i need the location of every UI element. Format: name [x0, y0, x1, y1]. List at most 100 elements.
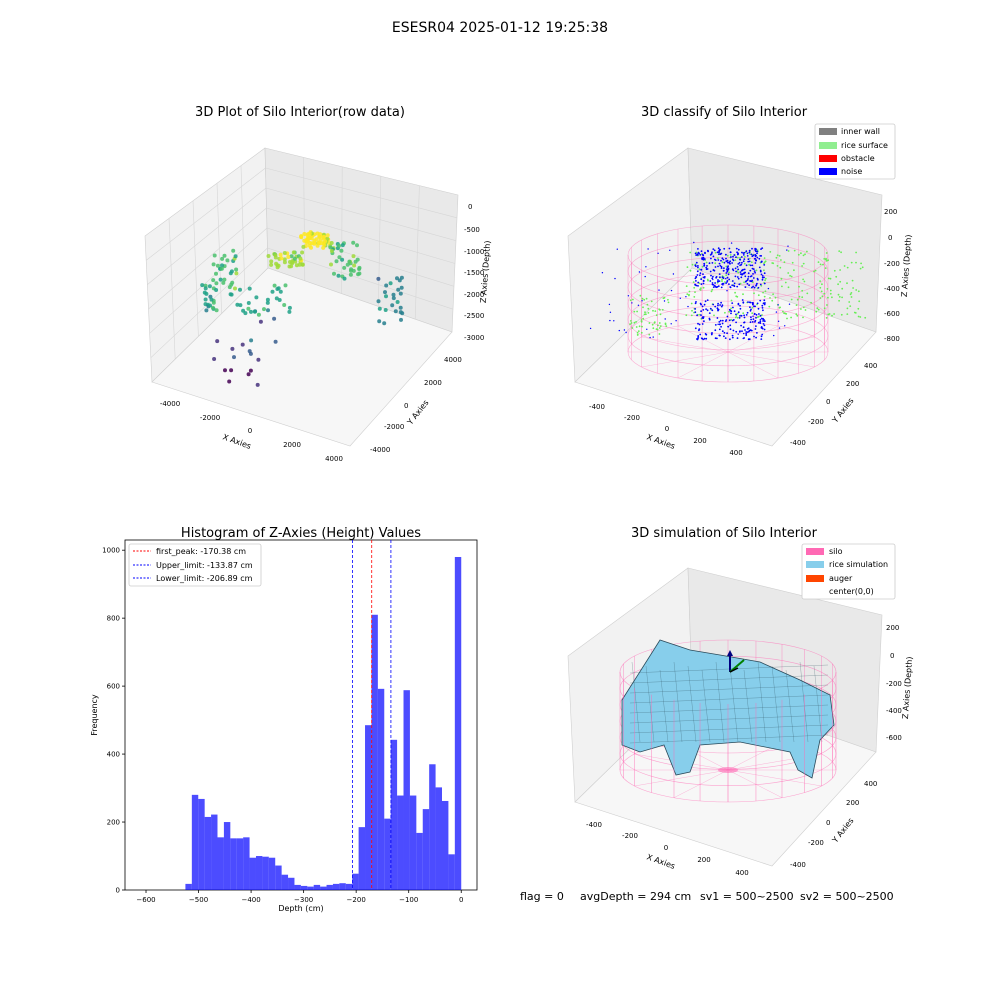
classify-point	[712, 278, 714, 281]
classify-point	[796, 298, 799, 301]
raw-point	[348, 272, 353, 277]
classify-point	[858, 300, 861, 303]
classify-point	[728, 271, 730, 274]
classify-point	[752, 318, 755, 320]
classify-point	[697, 251, 700, 254]
classify-point	[601, 272, 604, 274]
classify-point	[772, 293, 774, 296]
classify-point	[795, 304, 798, 306]
classify-point	[778, 255, 781, 257]
simulation-z-tick: 0	[890, 652, 894, 660]
raw-point	[266, 308, 270, 313]
classify-point	[694, 277, 697, 280]
classify-point	[703, 264, 706, 267]
classify-point	[734, 275, 737, 278]
classify-point	[846, 313, 849, 315]
classify-point	[829, 289, 832, 292]
raw-point	[231, 248, 236, 253]
classify-point	[699, 288, 701, 291]
classify-point	[784, 325, 786, 327]
classify-point	[722, 270, 725, 272]
classify-point	[749, 280, 752, 282]
raw-point	[240, 342, 245, 347]
classify-point	[750, 280, 753, 283]
classify-point	[835, 275, 838, 278]
classify-point	[713, 284, 716, 287]
classify-point	[760, 248, 762, 251]
classify-point	[762, 291, 764, 294]
legend-swatch-obstacle	[819, 155, 837, 162]
classify-point	[742, 312, 745, 315]
classify-point	[763, 264, 766, 266]
raw-point	[225, 258, 230, 263]
classify-point	[725, 277, 727, 280]
raw-point	[325, 233, 330, 238]
classify-y-tick: 200	[846, 380, 859, 388]
classify-point	[857, 307, 860, 310]
classify-point	[763, 272, 766, 275]
classify-point	[768, 305, 771, 308]
classify-point	[769, 297, 771, 299]
classify-point	[743, 316, 746, 319]
legend-label-obstacle: obstacle	[841, 154, 875, 163]
classify-point	[749, 301, 752, 304]
classify-z-tick: -200	[884, 260, 900, 268]
raw-point	[299, 234, 304, 239]
histogram-bar	[454, 556, 462, 890]
classify-point	[773, 334, 775, 337]
histogram-y-tick: 400	[107, 751, 120, 759]
histogram-bar	[352, 873, 359, 890]
classify-point	[712, 275, 714, 278]
histogram-bar	[236, 838, 244, 890]
classify-point	[688, 290, 691, 293]
classify-point	[737, 277, 740, 280]
classify-point	[613, 320, 615, 322]
raw-point	[204, 308, 209, 313]
histogram-legend: first_peak: -170.38 cm Upper_limit: -133…	[128, 543, 262, 587]
classify-point	[813, 270, 815, 273]
classify-point	[686, 293, 689, 295]
classify-point	[751, 286, 753, 289]
classify-point	[695, 254, 698, 256]
classify-point	[735, 321, 737, 324]
simulation-z-ticks: 200 0 -200 -400 -600	[886, 624, 902, 742]
raw-point	[337, 255, 342, 260]
classify-point	[726, 254, 729, 257]
classify-point	[694, 283, 696, 286]
classify-point	[637, 330, 640, 332]
classify-x-tick: -400	[589, 403, 605, 411]
raw-point	[318, 241, 323, 246]
histogram-y-tick: 600	[107, 683, 120, 691]
raw-point	[255, 382, 260, 387]
classify-point	[741, 273, 743, 275]
classify-point	[705, 308, 707, 310]
histogram-x-axis-label: Depth (cm)	[278, 904, 323, 913]
classify-point	[754, 247, 757, 250]
raw-point	[352, 263, 357, 268]
classify-point	[701, 317, 703, 319]
classify-point	[864, 316, 867, 319]
classify-point	[755, 325, 757, 327]
raw-point	[214, 271, 218, 276]
classify-point	[755, 336, 757, 339]
raw-point	[248, 368, 253, 373]
raw-point	[306, 239, 310, 244]
classify-point	[696, 274, 699, 276]
classify-point	[691, 309, 693, 312]
raw-point	[272, 316, 277, 321]
raw-point	[342, 265, 347, 270]
raw-point	[384, 294, 388, 299]
classify-point	[747, 275, 750, 278]
classify-point	[717, 265, 719, 268]
classify-point	[751, 267, 754, 270]
classify-point	[761, 333, 764, 336]
classify-point	[827, 277, 830, 280]
simulation-center-marker	[727, 650, 745, 673]
raw-point	[278, 252, 283, 257]
classify-point	[627, 295, 630, 297]
classify-y-ticks: -400 -200 0 200 400	[790, 362, 877, 447]
classify-z-tick: -400	[884, 285, 900, 293]
raw-point	[256, 312, 261, 317]
classify-point	[777, 320, 780, 322]
simulation-x-tick: -400	[586, 821, 602, 829]
